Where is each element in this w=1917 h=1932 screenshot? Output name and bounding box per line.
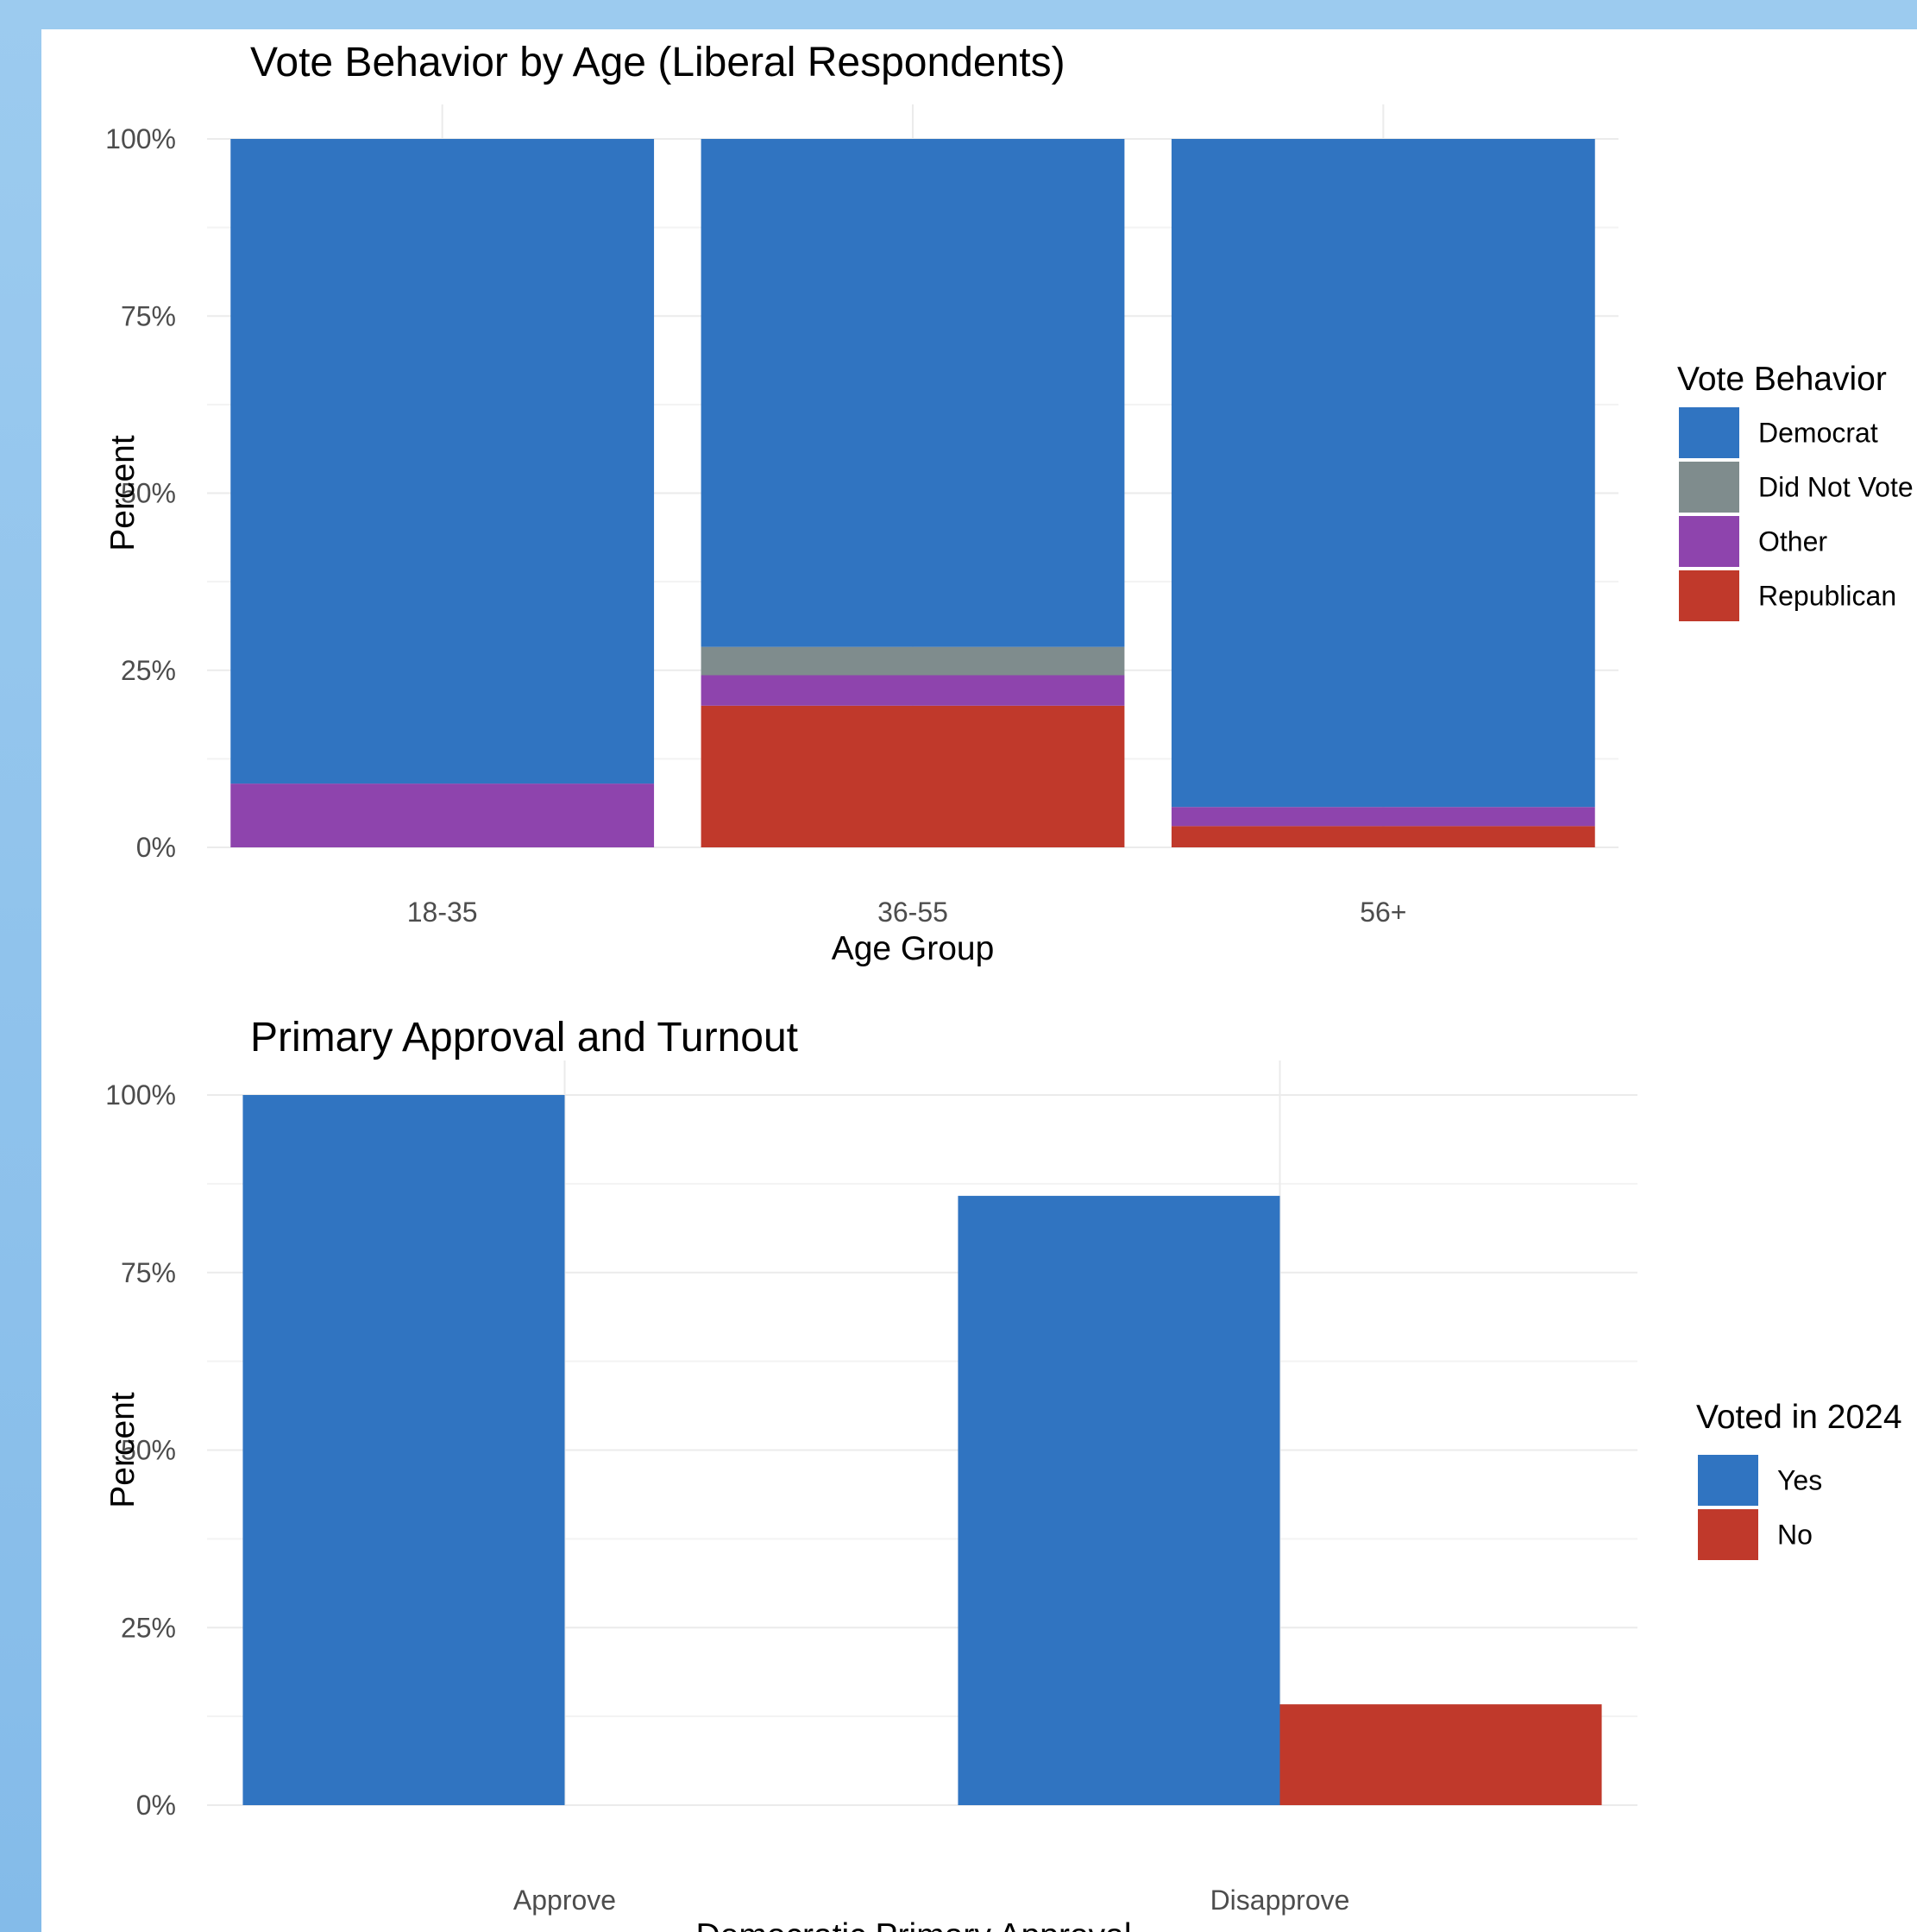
bar-36-55-did-not-vote [701,646,1125,676]
legend-label-no: No [1777,1520,1813,1551]
x-tick-label-18-35: 18-35 [407,897,478,928]
chart-title: Primary Approval and Turnout [250,1015,798,1060]
y-axis-label: Percent [104,1392,141,1508]
legend-key-other [1679,516,1739,567]
y-tick-label: 0% [136,832,176,863]
y-axis-label: Percent [104,435,141,551]
y-tick-label: 50% [121,478,176,509]
bar-56-other [1171,807,1595,827]
y-tick-label: 75% [121,300,176,331]
bar-18-35-other [230,783,655,847]
vote-behavior-chart: 0% 25% 50% 75% 100% 18-35 36-55 56+ Vote Behavio… [104,40,1914,967]
bars [230,139,1595,847]
y-tick-label: 25% [121,655,176,686]
legend-key-did-not-vote [1679,462,1739,513]
legend-label-republican: Republican [1758,581,1896,612]
legend-key-republican [1679,570,1739,621]
legend-label-democrat: Democrat [1758,418,1878,449]
legend-label-other: Other [1758,526,1827,557]
y-tick-label: 100% [105,1079,176,1111]
legend-key-democrat [1679,407,1739,458]
figure-panel: 0% 25% 50% 75% 100% 18-35 36-55 56+ Vote Behavio… [41,29,1917,1932]
primary-approval-chart: 0% 25% 50% 75% 100% Approve Disapprove Primary … [104,1015,1902,1932]
legend-title: Vote Behavior [1677,361,1887,398]
legend: Vote Behavior Democrat Did Not Vote Other Re… [1677,361,1914,621]
x-axis-label: Democratic Primary Approval [696,1917,1132,1932]
x-tick-label-56: 56+ [1360,897,1406,928]
legend-key-yes [1698,1455,1758,1506]
y-tick-label: 0% [136,1790,176,1821]
legend-key-no [1698,1509,1758,1560]
legend-label-yes: Yes [1777,1465,1822,1496]
bar-56-democrat [1171,139,1595,808]
x-tick-label-disapprove: Disapprove [1210,1885,1350,1916]
x-tick-label-36-55: 36-55 [877,897,948,928]
bars [242,1095,1602,1805]
y-tick-label: 50% [121,1435,176,1466]
bar-18-35-democrat [230,139,655,784]
chart-title: Vote Behavior by Age (Liberal Respondent… [250,40,1065,85]
legend-label-did-not-vote: Did Not Vote [1758,472,1914,503]
legend-title: Voted in 2024 [1696,1399,1902,1436]
bar-36-55-republican [701,705,1125,847]
x-tick-label-approve: Approve [513,1885,616,1916]
x-axis-label: Age Group [832,930,995,967]
bar-36-55-other [701,675,1125,706]
y-tick-label: 100% [105,123,176,154]
y-tick-label: 75% [121,1257,176,1288]
bar-approve-yes [242,1095,565,1805]
y-tick-label: 25% [121,1612,176,1643]
bar-36-55-democrat [701,139,1125,647]
legend: Voted in 2024 Yes No [1696,1399,1902,1560]
bar-disapprove-no [1279,1704,1602,1805]
bar-disapprove-yes [958,1195,1280,1805]
bar-56-republican [1171,826,1595,847]
